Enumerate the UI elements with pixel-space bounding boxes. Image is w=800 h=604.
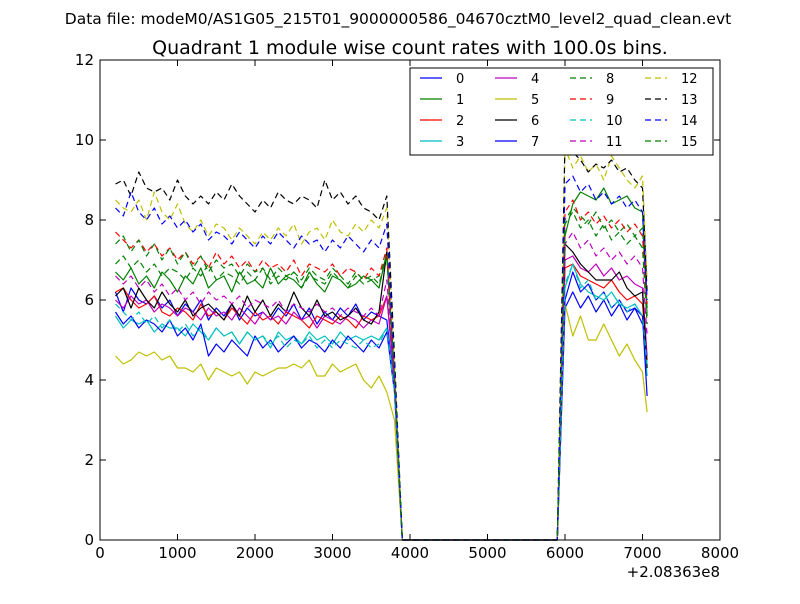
legend-label-15: 15	[681, 135, 698, 150]
x-offset-label: +2.08363e8	[627, 563, 720, 581]
legend-label-10: 10	[606, 114, 623, 129]
x-tick-label: 8000	[701, 544, 739, 562]
legend-label-9: 9	[606, 93, 614, 108]
y-tick-label: 0	[84, 531, 94, 549]
legend-box	[409, 67, 714, 156]
series-line-10	[115, 263, 648, 541]
x-tick-label: 0	[95, 544, 105, 562]
x-tick-label: 6000	[546, 544, 584, 562]
data-file-header: Data file: modeM0/AS1G05_215T01_90000005…	[65, 10, 731, 29]
legend-label-4: 4	[531, 72, 539, 87]
x-tick-label: 2000	[236, 544, 274, 562]
legend-label-13: 13	[681, 93, 698, 108]
legend-label-11: 11	[606, 135, 623, 150]
legend-label-8: 8	[606, 72, 614, 87]
legend-label-0: 0	[456, 72, 464, 87]
legend-label-12: 12	[681, 72, 698, 87]
series-layer	[114, 139, 648, 541]
legend-label-14: 14	[681, 114, 698, 129]
x-tick-label: 3000	[313, 544, 351, 562]
x-tick-label: 4000	[391, 544, 429, 562]
y-tick-label: 2	[84, 451, 94, 469]
legend-label-3: 3	[456, 135, 464, 150]
y-tick-label: 4	[84, 371, 94, 389]
legend-label-2: 2	[456, 114, 464, 129]
series-line-12	[115, 147, 648, 541]
y-tick-label: 8	[84, 211, 94, 229]
x-tick-label: 5000	[468, 544, 506, 562]
series-line-6	[115, 243, 648, 541]
legend-label-1: 1	[456, 93, 464, 108]
axes-layer: 0 1000 2000 3000 4000 5000 6000 7000 80000246810…	[75, 51, 739, 562]
y-tick-label: 6	[84, 291, 94, 309]
series-line-15	[115, 211, 648, 541]
chart-title: Quadrant 1 module wise count rates with …	[152, 37, 668, 59]
legend-label-5: 5	[531, 93, 539, 108]
series-line-14	[115, 175, 648, 541]
legend-label-7: 7	[531, 135, 539, 150]
y-tick-label: 10	[75, 131, 94, 149]
y-tick-label: 12	[75, 51, 94, 69]
x-tick-label: 7000	[623, 544, 661, 562]
x-tick-label: 1000	[158, 544, 196, 562]
legend-label-6: 6	[531, 114, 539, 129]
series-line-8	[115, 207, 648, 541]
